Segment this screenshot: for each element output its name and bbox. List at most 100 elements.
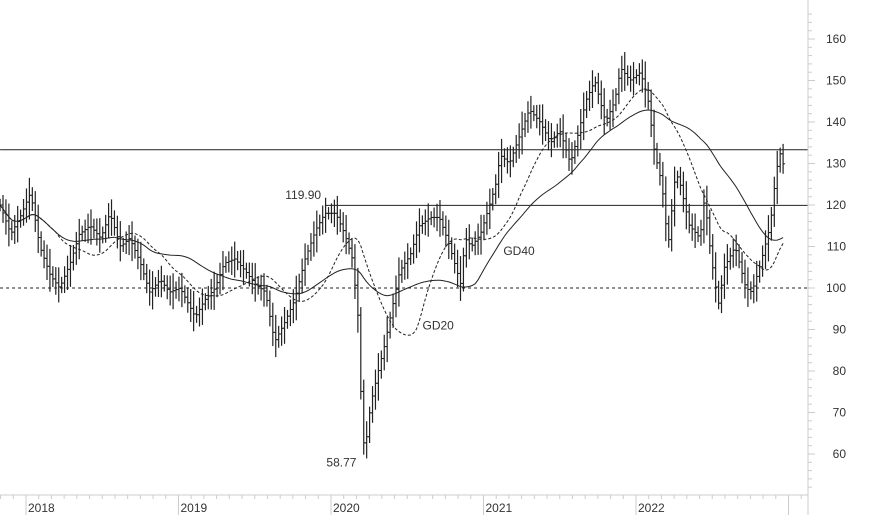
price-bar [238,250,243,278]
x-tick-label: 2019 [181,501,208,515]
y-tick-label: 90 [833,323,847,337]
price-bar [660,161,665,208]
price-bar [546,121,551,151]
price-bar [487,188,492,230]
price-bar [757,260,762,283]
price-bar [33,191,38,233]
price-bars [0,52,786,459]
y-tick-label: 140 [826,115,846,129]
price-bar [18,209,23,228]
price-bar [56,267,61,303]
price-bar [47,248,52,292]
price-bar [564,132,569,159]
price-bar [572,140,577,164]
price-bar [162,275,167,292]
price-bar [669,199,674,252]
price-bar [502,148,507,168]
price-bar [168,275,173,306]
price-bar [273,314,278,358]
price-bar [672,166,677,227]
price-bar [666,215,671,248]
price-bar [379,350,384,379]
price-bar [220,251,225,291]
moving-average-gd40 [0,109,784,297]
price-bar [320,205,325,235]
price-bar [423,209,428,236]
price-bar [602,88,607,135]
price-bar [698,219,703,246]
price-bar [561,114,566,159]
price-bar [701,189,706,244]
price-bar [86,213,91,244]
price-bar [9,220,14,241]
price-bar [270,302,275,347]
price-bar [156,269,161,298]
price-bar [218,262,223,295]
price-bar [197,297,202,327]
price-bar [399,259,404,283]
price-bar [97,218,102,253]
x-tick-label: 2022 [638,501,665,515]
y-tick-label: 60 [833,447,847,461]
x-tick-label: 2020 [333,501,360,515]
annotation-label: 58.77 [326,455,356,469]
price-bar [567,138,572,171]
price-bar [185,287,190,313]
price-bar [549,123,554,158]
price-bar [352,244,357,299]
price-bar [138,241,143,281]
price-bar [235,250,240,271]
price-bar [520,111,525,155]
y-tick-label: 80 [833,364,847,378]
price-bar [517,123,522,159]
price-bar [30,187,35,212]
price-bar [690,213,695,241]
price-bar [50,266,55,287]
price-bar [678,166,683,196]
price-bar [731,238,736,268]
price-bar [349,238,354,268]
price-bar [388,311,393,339]
price-bar [141,258,146,281]
annotation-label: GD40 [503,244,535,258]
price-bar [493,174,498,205]
price-bar [118,221,123,262]
price-bar [631,62,636,96]
price-bar [440,211,445,236]
price-bar [370,386,375,423]
price-bar [39,231,44,257]
price-bar [479,214,484,255]
price-bar [132,235,137,259]
price-bar [590,70,595,109]
price-bar [616,68,621,105]
price-bar [587,80,592,111]
price-bar [391,293,396,328]
price-bar [569,142,574,175]
price-bar [775,150,780,205]
price-bar [740,252,745,284]
price-bar [405,243,410,279]
price-bar [241,249,246,285]
y-axis: 60 70 80 90 100 110 120 130 140 150 160 [807,0,847,515]
price-bar [420,215,425,234]
price-bar [68,244,73,287]
price-bar [306,244,311,266]
price-bar [153,277,158,297]
price-bar [6,203,11,247]
price-bar [461,247,466,292]
price-bar [611,89,616,128]
price-bar [654,142,659,170]
price-bar [608,99,613,131]
price-bar [191,290,196,332]
price-bar [361,379,366,455]
price-bar [443,215,448,248]
price-bar [347,232,352,255]
price-bar [115,215,120,249]
price-bar [619,55,624,92]
y-tick-label: 70 [833,406,847,420]
price-bar [640,59,645,93]
price-bar [206,285,211,310]
price-bar [27,177,32,220]
price-bar [355,267,360,333]
price-bar [267,290,272,327]
